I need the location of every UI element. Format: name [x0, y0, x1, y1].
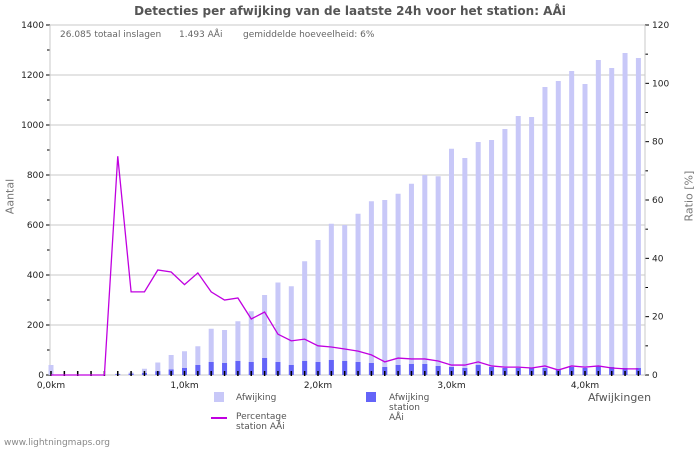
bar-afwijking-station — [408, 364, 414, 375]
bar-afwijking-station — [342, 361, 348, 375]
y2-tick-label: 40 — [652, 254, 664, 264]
bar-afwijking — [208, 328, 214, 375]
bar-afwijking — [48, 365, 54, 375]
bar-afwijking-station — [595, 366, 601, 375]
x-tick-label: 1,0km — [170, 381, 198, 391]
bar-afwijking — [342, 225, 348, 375]
bar-afwijking-station — [395, 365, 401, 375]
bar-afwijking — [422, 175, 428, 375]
bar-afwijking — [262, 295, 268, 375]
y-tick-label: 1000 — [21, 121, 44, 131]
bar-afwijking — [288, 286, 294, 375]
y2-tick-label: 80 — [652, 138, 664, 148]
bar-afwijking — [302, 261, 308, 375]
bar-afwijking — [355, 213, 361, 375]
bar-afwijking — [168, 355, 174, 375]
bar-afwijking — [315, 240, 321, 375]
y-tick-label: 200 — [27, 321, 44, 331]
bar-afwijking — [582, 84, 588, 375]
bar-afwijking-station — [288, 365, 294, 375]
bar-afwijking — [182, 351, 187, 375]
y-tick-label: 600 — [27, 221, 44, 231]
bar-afwijking-station — [208, 362, 214, 375]
bar-afwijking — [622, 53, 628, 375]
bar-afwijking — [635, 58, 641, 375]
bar-afwijking — [555, 81, 561, 375]
bar-afwijking — [435, 176, 441, 375]
x-tick-label: 4,0km — [571, 381, 599, 391]
bar-afwijking — [475, 142, 481, 375]
chart-title: Detecties per afwijking van de laatste 2… — [134, 4, 566, 18]
bar-afwijking-station — [235, 361, 241, 375]
bar-afwijking-station — [328, 360, 334, 375]
bar-afwijking — [328, 223, 334, 375]
bar-afwijking-station — [315, 362, 321, 375]
bar-afwijking — [502, 129, 508, 375]
bar-afwijking — [595, 60, 601, 375]
x-axis-label: Afwijkingen — [588, 391, 652, 404]
bar-afwijking — [489, 140, 495, 375]
bar-afwijking-station — [195, 365, 201, 375]
bar-afwijking — [235, 321, 241, 375]
bar-afwijking-station — [302, 361, 308, 375]
bar-afwijking — [222, 330, 228, 375]
line-percentage-station — [51, 156, 639, 376]
legend-label-afwijking: Afwijking — [236, 393, 277, 403]
bar-afwijking — [462, 158, 468, 375]
y-tick-label: 1400 — [21, 21, 44, 31]
bar-afwijking — [275, 282, 281, 375]
bar-afwijking — [248, 311, 254, 375]
bar-afwijking — [515, 116, 521, 375]
bar-afwijking-station — [435, 366, 441, 375]
bar-afwijking-station — [248, 362, 254, 375]
y-tick-label: 0 — [38, 371, 44, 381]
x-tick-label: 3,0km — [437, 381, 465, 391]
bar-afwijking — [542, 87, 548, 375]
bar-afwijking-station — [355, 362, 361, 375]
bar-afwijking — [368, 201, 374, 375]
bar-afwijking-station — [262, 358, 268, 375]
bar-afwijking — [155, 362, 161, 375]
stat-station: 1.493 AÅi — [179, 30, 223, 40]
legend-swatch-afwijking — [214, 392, 224, 402]
y2-tick-label: 120 — [652, 21, 669, 31]
bar-afwijking — [195, 346, 201, 375]
bar-afwijking — [408, 183, 414, 375]
bar-afwijking — [609, 68, 615, 375]
bar-afwijking-station — [368, 363, 374, 375]
footer-link[interactable]: www.lightningmaps.org — [4, 438, 110, 448]
bar-afwijking — [382, 200, 388, 375]
x-tick-label: 0,0km — [37, 381, 65, 391]
y2-tick-label: 0 — [652, 371, 658, 381]
y-tick-label: 800 — [27, 171, 44, 181]
legend-label-percentage: Percentage station AÅi — [236, 412, 287, 432]
stat-total: 26.085 totaal inslagen — [60, 30, 162, 40]
y-tick-label: 400 — [27, 271, 44, 281]
bar-afwijking — [449, 148, 454, 375]
bar-afwijking-station — [275, 362, 281, 375]
legend-label-afwijking-station: Afwijking station AÅi — [389, 393, 430, 423]
bar-afwijking-station — [422, 364, 428, 375]
legend-swatch-afwijking-station — [366, 392, 376, 402]
stat-average: gemiddelde hoeveelheid: 6% — [243, 30, 375, 40]
y-tick-label: 1200 — [21, 71, 44, 81]
y2-tick-label: 100 — [652, 79, 669, 89]
bar-afwijking-station — [475, 365, 481, 375]
x-tick-label: 2,0km — [304, 381, 332, 391]
y2-tick-label: 20 — [652, 313, 664, 323]
bar-afwijking-station — [222, 363, 228, 375]
bar-afwijking — [395, 193, 401, 375]
bar-afwijking — [529, 117, 535, 375]
bar-afwijking — [569, 71, 575, 375]
legend-line-percentage — [211, 417, 227, 419]
y2-tick-label: 60 — [652, 196, 664, 206]
